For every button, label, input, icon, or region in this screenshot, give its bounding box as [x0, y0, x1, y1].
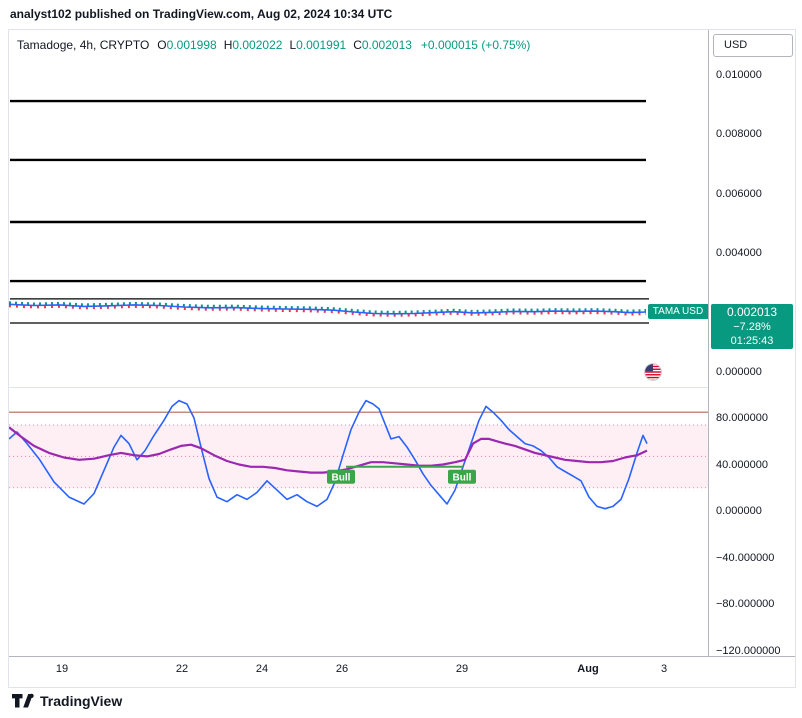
- price-scale-label[interactable]: 0.010000: [716, 69, 762, 81]
- ohlc-open-label: O: [157, 38, 167, 52]
- price-scale-label[interactable]: 0.008000: [716, 128, 762, 141]
- oscillator-pane[interactable]: Bull Bull: [9, 387, 708, 656]
- published-caption: analyst102 published on TradingView.com,…: [10, 7, 393, 21]
- price-scale[interactable]: USD 0.010000 0.008000 0.006000 0.004000 0.00…: [709, 30, 795, 657]
- price-ma-line[interactable]: [9, 303, 647, 315]
- time-axis-label[interactable]: 29: [455, 663, 469, 675]
- price-pane[interactable]: [9, 30, 708, 387]
- oscillator-scale-label[interactable]: −120.000000: [716, 644, 781, 657]
- last-price-value: 0.002013: [726, 305, 778, 319]
- symbol-title[interactable]: Tamadoge, 4h, CRYPTO: [17, 38, 150, 52]
- time-axis-label[interactable]: 22: [175, 663, 189, 675]
- time-axis-label[interactable]: Aug: [577, 663, 599, 675]
- oscillator-scale-label[interactable]: 80.000000: [716, 412, 768, 424]
- us-flag-event-icon[interactable]: [644, 363, 662, 381]
- daily-change-pct: −7.28%: [733, 321, 771, 333]
- ohlc-close-value: 0.002013: [361, 38, 412, 52]
- time-axis[interactable]: 19 22 24 26 29 Aug 3: [9, 656, 795, 687]
- last-price-badge: 0.002013 −7.28% 01:25:43: [711, 304, 793, 349]
- ohlc-open-value: 0.001998: [166, 38, 217, 52]
- price-scale-label[interactable]: 0.006000: [716, 187, 762, 200]
- tradingview-logo-icon: [12, 692, 34, 709]
- bull-label[interactable]: Bull: [332, 472, 351, 483]
- price-scale-label[interactable]: 0.004000: [716, 247, 762, 260]
- currency-toggle[interactable]: USD: [713, 34, 793, 57]
- footer-brand[interactable]: TradingView: [12, 692, 122, 709]
- candle-cluster: [9, 301, 647, 314]
- chart-legend: Tamadoge, 4h, CRYPTO O0.001998 H0.002022 L0…: [17, 38, 530, 52]
- chart-frame: Bull Bull Tamadoge, 4h, CRYPTO O0.001998 H0…: [8, 29, 796, 688]
- ohlc-high-value: 0.002022: [232, 38, 283, 52]
- time-axis-label[interactable]: 3: [660, 663, 668, 675]
- chart-plot-area[interactable]: Bull Bull Tamadoge, 4h, CRYPTO O0.001998 H0…: [9, 30, 709, 656]
- oscillator-scale-label[interactable]: −40.000000: [716, 551, 775, 564]
- oscillator-scale-label[interactable]: −80.000000: [716, 598, 775, 610]
- bull-label-bg[interactable]: [327, 469, 355, 484]
- time-axis-label[interactable]: 24: [255, 663, 269, 675]
- bull-label[interactable]: Bull: [453, 472, 472, 483]
- oscillator-scale-label[interactable]: 40.000000: [716, 458, 768, 471]
- tradingview-brand-text: TradingView: [40, 692, 123, 709]
- bar-countdown: 01:25:43: [730, 335, 774, 347]
- price-change: +0.000015 (+0.75%): [420, 38, 531, 52]
- ohlc-low-label: L: [289, 38, 297, 52]
- time-axis-label[interactable]: 26: [335, 663, 349, 675]
- candle-cluster: [9, 304, 647, 317]
- ohlc-close-label: C: [353, 38, 362, 52]
- price-scale-label[interactable]: 0.000000: [716, 366, 762, 378]
- ohlc-low-value: 0.001991: [296, 38, 347, 52]
- oscillator-scale-label[interactable]: 0.000000: [716, 505, 762, 517]
- bull-label-bg[interactable]: [448, 469, 476, 484]
- ohlc-high-label: H: [223, 38, 233, 52]
- pane-separator[interactable]: [9, 387, 708, 388]
- time-axis-label[interactable]: 19: [55, 663, 69, 675]
- series-price-label: TAMA USD: [648, 304, 708, 319]
